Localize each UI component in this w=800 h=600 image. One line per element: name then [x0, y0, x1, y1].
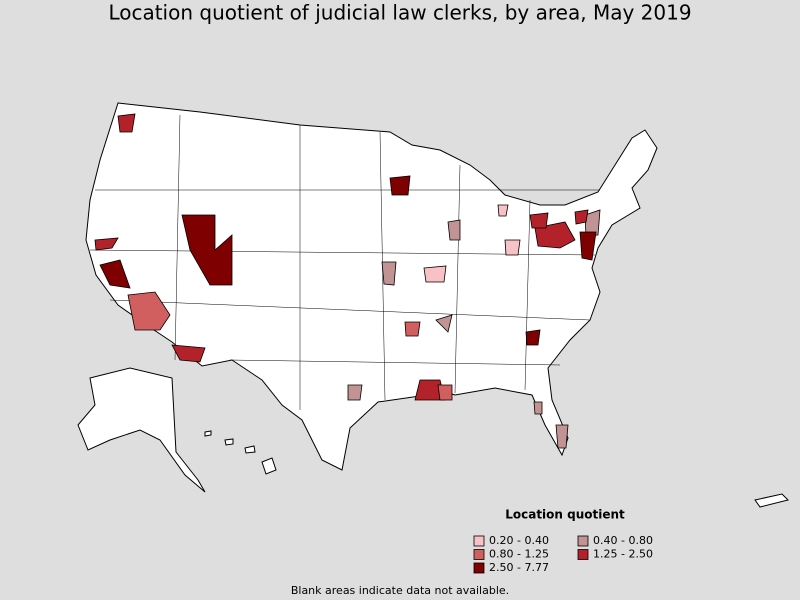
area [437, 384, 453, 401]
island [224, 438, 234, 446]
puerto-rico [754, 493, 789, 508]
alaska [77, 367, 206, 493]
map [77, 102, 789, 508]
legend-label: 2.50 - 7.77 [489, 561, 549, 574]
area [127, 291, 171, 331]
area [181, 214, 233, 286]
area [389, 175, 411, 196]
island [244, 445, 256, 454]
area [347, 384, 363, 401]
area [435, 314, 453, 333]
colored-areas [94, 113, 601, 449]
area [99, 259, 131, 289]
area [497, 204, 509, 217]
border [524, 199, 531, 391]
area [534, 221, 576, 249]
area [94, 237, 119, 251]
legend-label: 1.25 - 2.50 [593, 548, 653, 561]
area [404, 321, 421, 337]
area [447, 219, 461, 241]
area [555, 424, 569, 449]
area [423, 265, 447, 283]
border [454, 164, 461, 394]
island [204, 430, 212, 437]
legend-label: 0.20 - 0.40 [489, 534, 549, 547]
legend: Location quotient 0.20 - 0.40 0.40 - 0.80… [473, 508, 653, 574]
area [529, 212, 549, 229]
border [109, 299, 591, 321]
legend-swatch [473, 549, 485, 560]
area [381, 261, 397, 286]
hawaii [204, 430, 277, 475]
footnote: Blank areas indicate data not available. [291, 584, 509, 597]
legend-label: 0.80 - 1.25 [489, 548, 549, 561]
legend-swatch [577, 549, 589, 560]
legend-label: 0.40 - 0.80 [593, 534, 653, 547]
us-mainland [85, 102, 658, 471]
area [533, 401, 543, 415]
border [174, 114, 181, 361]
island [261, 457, 277, 475]
legend-swatch [577, 535, 589, 547]
border [229, 359, 561, 366]
legend-swatch [473, 562, 485, 574]
area [574, 209, 589, 225]
area [504, 239, 521, 256]
area [525, 329, 541, 346]
area [117, 113, 136, 133]
area [584, 209, 601, 237]
area [171, 344, 206, 363]
legend-title: Location quotient [505, 508, 625, 522]
area [579, 231, 597, 261]
legend-swatch [473, 535, 485, 547]
map-title: Location quotient of judicial law clerks… [108, 1, 691, 25]
